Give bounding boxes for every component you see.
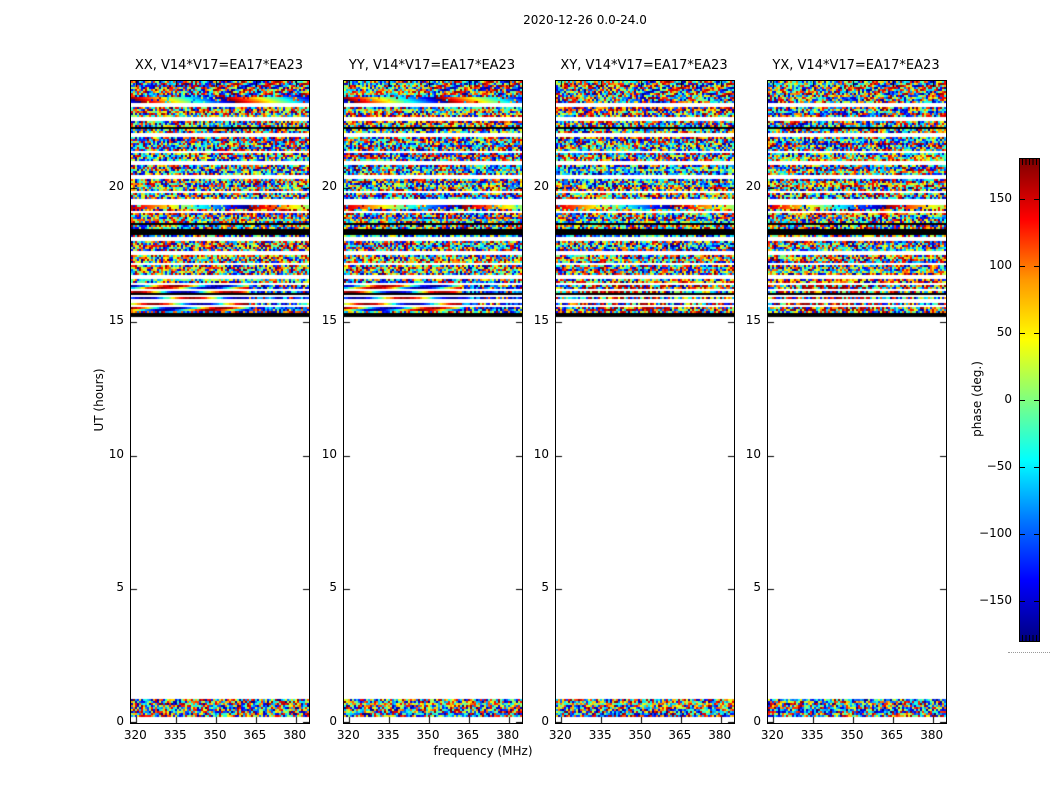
x-tick-label: 365 [456, 728, 480, 742]
y-tick-label: 5 [329, 580, 337, 595]
x-tick-label: 335 [163, 728, 187, 742]
y-tick-label: 10 [745, 446, 761, 461]
x-tick-label: 380 [708, 728, 732, 742]
x-tick-label: 350 [416, 728, 440, 742]
colorbar-tick-mark [1020, 600, 1025, 602]
x-tick-label: 335 [800, 728, 824, 742]
x-tick-label: 320 [548, 728, 572, 742]
colorbar-tick-mark [1020, 533, 1025, 535]
colorbar-tick-mark [1020, 199, 1025, 201]
panel-yy: YY, V14*V17=EA17*EA23 0 5 10 15 20 320 335 350 3… [322, 58, 523, 742]
x-tick-label: 350 [840, 728, 864, 742]
y-tick-label: 5 [541, 580, 549, 595]
colorbar-tick-mark [1034, 600, 1039, 602]
heatmap-canvas-yx [767, 80, 947, 724]
y-tick-label: 10 [533, 446, 549, 461]
colorbar-tick-mark [1034, 533, 1039, 535]
x-tick-label: 380 [496, 728, 520, 742]
x-tick-label: 365 [668, 728, 692, 742]
colorbar-tick-label: −150 [979, 592, 1012, 607]
figure-title: 2020-12-26 0.0-24.0 [523, 13, 647, 27]
y-tick-label: 0 [541, 714, 549, 728]
y-axis-label: UT (hours) [92, 368, 106, 432]
colorbar-tick-mark [1020, 400, 1025, 401]
x-tick-label: 335 [376, 728, 400, 742]
y-tick-label: 10 [321, 446, 337, 461]
y-tick-label: 10 [108, 446, 124, 461]
y-tick-label: 0 [753, 714, 761, 728]
panel-yy-title: YY, V14*V17=EA17*EA23 [348, 58, 516, 73]
x-tick-label: 320 [123, 728, 147, 742]
colorbar-tick-label: 0 [1004, 392, 1012, 406]
y-tick-label: 5 [116, 580, 124, 595]
x-tick-label: 380 [920, 728, 944, 742]
x-tick-label: 320 [336, 728, 360, 742]
y-tick-label: 20 [321, 179, 337, 193]
colorbar-tick-mark [1034, 199, 1039, 201]
colorbar-dotted-line [1008, 652, 1050, 653]
panel-xx: XX, V14*V17=EA17*EA23 0 5 10 15 20 320 335 350 3… [109, 58, 310, 742]
colorbar-bottom-hatch [1022, 635, 1037, 641]
heatmap-canvas-xy [555, 80, 735, 724]
colorbar: 150 100 50 0 −50 −100 −150 [979, 158, 1050, 653]
x-tick-label: 365 [243, 728, 267, 742]
y-tick-label: 15 [321, 312, 337, 327]
y-tick-label: 5 [753, 580, 761, 595]
heatmap-canvas-yy [343, 80, 523, 724]
colorbar-tick-label: −50 [986, 458, 1012, 473]
colorbar-tick-label: 100 [989, 258, 1012, 273]
x-tick-label: 320 [760, 728, 784, 742]
colorbar-tick-mark [1020, 333, 1025, 335]
colorbar-tick-mark [1034, 266, 1039, 268]
y-tick-label: 20 [745, 179, 761, 193]
colorbar-top-hatch [1022, 159, 1037, 165]
y-tick-label: 15 [108, 312, 124, 327]
colorbar-tick-mark [1034, 400, 1039, 401]
y-tick-label: 0 [116, 714, 124, 728]
panel-xy: XY, V14*V17=EA17*EA23 0 5 10 15 20 320 335 350 3… [534, 58, 735, 742]
colorbar-tick-mark [1034, 466, 1039, 468]
colorbar-label: phase (deg.) [970, 361, 984, 437]
x-tick-label: 350 [628, 728, 652, 742]
y-tick-label: 20 [108, 179, 124, 193]
x-axis-label: frequency (MHz) [433, 744, 533, 758]
x-tick-label: 350 [203, 728, 227, 742]
panel-yx: YX, V14*V17=EA17*EA23 0 5 10 15 20 320 335 350 3… [746, 58, 947, 742]
y-tick-label: 20 [533, 179, 549, 193]
x-tick-label: 365 [880, 728, 904, 742]
heatmap-canvas-xx [130, 80, 310, 724]
y-tick-label: 15 [533, 312, 549, 327]
y-tick-label: 15 [745, 312, 761, 327]
panel-yx-title: YX, V14*V17=EA17*EA23 [772, 58, 940, 73]
colorbar-tick-label: 50 [996, 325, 1012, 340]
panel-xy-title: XY, V14*V17=EA17*EA23 [560, 58, 728, 73]
colorbar-tick-mark [1034, 333, 1039, 335]
y-tick-label: 0 [329, 714, 337, 728]
colorbar-tick-mark [1020, 266, 1025, 268]
colorbar-tick-label: 150 [989, 191, 1012, 206]
x-tick-label: 335 [588, 728, 612, 742]
colorbar-tick-mark [1020, 466, 1025, 468]
x-tick-label: 380 [283, 728, 307, 742]
colorbar-tick-label: −100 [979, 525, 1012, 540]
panel-xx-title: XX, V14*V17=EA17*EA23 [134, 58, 304, 73]
